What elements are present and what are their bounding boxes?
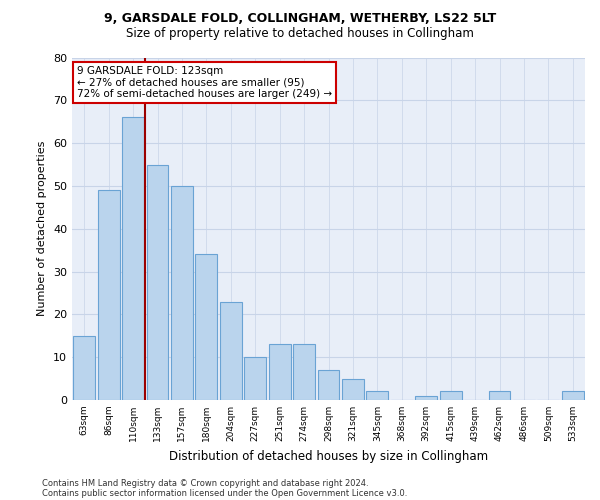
Bar [367,392,388,400]
Text: Size of property relative to detached houses in Collingham: Size of property relative to detached ho… [126,28,474,40]
Bar [562,392,584,400]
Text: Contains HM Land Registry data © Crown copyright and database right 2024.: Contains HM Land Registry data © Crown c… [42,478,368,488]
Bar [269,344,290,400]
Y-axis label: Number of detached properties: Number of detached properties [37,141,47,316]
Bar [73,336,95,400]
Bar [488,392,511,400]
Bar [244,357,266,400]
Bar [196,254,217,400]
Bar [415,396,437,400]
Bar [122,118,144,400]
Text: 9, GARSDALE FOLD, COLLINGHAM, WETHERBY, LS22 5LT: 9, GARSDALE FOLD, COLLINGHAM, WETHERBY, … [104,12,496,26]
Bar [317,370,340,400]
X-axis label: Distribution of detached houses by size in Collingham: Distribution of detached houses by size … [169,450,488,462]
Bar [171,186,193,400]
Bar [342,378,364,400]
Text: 9 GARSDALE FOLD: 123sqm
← 27% of detached houses are smaller (95)
72% of semi-de: 9 GARSDALE FOLD: 123sqm ← 27% of detache… [77,66,332,100]
Bar [98,190,119,400]
Bar [146,164,169,400]
Bar [220,302,242,400]
Bar [293,344,315,400]
Bar [440,392,461,400]
Text: Contains public sector information licensed under the Open Government Licence v3: Contains public sector information licen… [42,488,407,498]
